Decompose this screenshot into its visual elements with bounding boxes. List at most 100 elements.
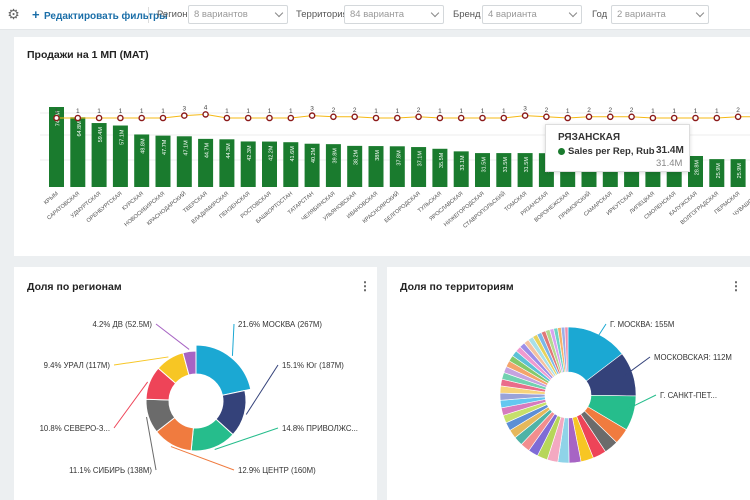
line-value-label: 1 — [268, 108, 272, 115]
line-marker — [479, 114, 486, 122]
line-marker — [607, 113, 614, 121]
bar-value-label: 37.8M — [396, 150, 402, 166]
pie-slice-label: 15.1% Юг (187M) — [282, 361, 344, 370]
filter-label-year: Год — [592, 9, 608, 20]
bar — [134, 134, 150, 187]
pie-slice-label: 14.8% ПРИВОЛЖС... — [282, 424, 358, 433]
bar — [262, 141, 277, 187]
bar-value-label: 41.6M — [290, 146, 296, 162]
bar-value-label: 42.2M — [269, 145, 275, 161]
bar — [70, 117, 86, 187]
bar-value-label: 35.5M — [439, 152, 445, 168]
line-marker — [692, 114, 699, 122]
filter-select-year[interactable]: 2 варианта — [611, 5, 709, 24]
pie-slice — [564, 326, 569, 373]
bar-value-label: 47.1M — [183, 140, 189, 156]
plus-icon: + — [32, 7, 40, 22]
bar-value-label: 31.5M — [482, 157, 488, 173]
pie-slice-label: Г. МОСКВА: 155M — [610, 320, 674, 329]
line-marker — [585, 113, 593, 121]
line-value-label: 1 — [566, 108, 570, 115]
line-marker — [95, 114, 103, 122]
line-marker — [628, 113, 635, 121]
line-value-label: 3 — [523, 106, 527, 113]
bar — [198, 138, 214, 187]
line-marker — [180, 112, 188, 119]
tooltip-secondary-value: 31.4M — [656, 158, 683, 169]
bar-value-label: 39.8M — [332, 148, 338, 164]
bar — [453, 151, 469, 187]
series-line — [56, 113, 750, 119]
toolbar-divider — [148, 7, 149, 23]
bar-value-label: 57.1M — [119, 129, 125, 145]
bar-value-label: 44.7M — [205, 142, 211, 158]
sales-chart-title: Продажи на 1 МП (MAT) — [27, 49, 149, 61]
pie-leader-line — [623, 394, 657, 412]
more-options-icon[interactable]: ⋮ — [730, 279, 742, 293]
line-value-label: 1 — [119, 108, 123, 115]
line-value-label: 2 — [736, 107, 740, 114]
bar-value-label: 31.5M — [503, 157, 509, 173]
line-value-label: 1 — [289, 108, 293, 115]
pie-slice-label: 4.2% ДВ (52.5M) — [93, 320, 153, 329]
bar-value-label: 38M — [375, 150, 381, 161]
bar-value-label: 40.2M — [311, 147, 317, 163]
bar — [496, 153, 512, 187]
pie-slice-label: 9.4% УРАЛ (117M) — [44, 361, 111, 370]
filter-select-brand[interactable]: 4 варианта — [482, 5, 582, 24]
bar — [155, 135, 171, 187]
line-marker — [351, 113, 359, 121]
line-value-label: 2 — [608, 107, 612, 114]
bar-value-label: 59.4M — [98, 127, 104, 143]
filter-value-year: 2 варианта — [617, 9, 666, 20]
line-value-label: 1 — [481, 108, 485, 115]
line-marker — [521, 112, 529, 119]
filter-select-territory[interactable]: 84 варианта — [344, 5, 444, 24]
line-value-label: 2 — [332, 107, 336, 114]
pie-slice — [195, 344, 252, 396]
line-marker — [436, 114, 444, 122]
chart-tooltip: РЯЗАНСКАЯ Sales per Rep, Rub 31.4M — [545, 124, 690, 172]
pie-leader-line — [231, 323, 235, 356]
tooltip-title: РЯЗАНСКАЯ — [558, 132, 621, 143]
line-value-label: 1 — [694, 108, 698, 115]
line-marker — [670, 114, 678, 122]
line-marker — [415, 113, 422, 121]
edit-filters-button[interactable]: + Редактировать фильтры — [32, 7, 168, 23]
line-value-label: 1 — [140, 108, 144, 115]
line-value-label: 1 — [246, 108, 250, 115]
line-value-label: 4 — [204, 104, 208, 111]
line-value-label: 2 — [587, 107, 591, 114]
bar — [283, 142, 299, 187]
pie-leader-line — [113, 381, 149, 429]
filter-select-region[interactable]: 8 вариантов — [188, 5, 288, 24]
line-marker — [564, 114, 572, 122]
line-marker — [117, 114, 124, 122]
bar — [176, 136, 192, 187]
filter-label-territory: Территория — [296, 9, 348, 20]
line-value-label: 2 — [417, 107, 421, 114]
bar — [325, 144, 341, 187]
line-value-label: 1 — [161, 108, 165, 115]
territories-panel-title: Доля по территориям — [400, 281, 514, 293]
gear-icon[interactable]: ⚙ — [7, 6, 20, 22]
line-marker — [372, 114, 380, 122]
line-value-label: 1 — [672, 108, 676, 115]
tooltip-series-marker — [558, 148, 565, 155]
filter-label-brand: Бренд — [453, 9, 481, 20]
line-marker — [330, 113, 337, 121]
bar-value-label: 25.9M — [737, 163, 743, 179]
bar — [688, 155, 703, 187]
filter-value-brand: 4 варианта — [488, 9, 537, 20]
line-marker — [138, 114, 145, 122]
bar — [432, 148, 448, 187]
line-value-label: 1 — [715, 108, 719, 115]
edit-filters-label: Редактировать фильтры — [44, 11, 168, 22]
pie-leader-line — [146, 416, 157, 471]
pie-slice-label: МОСКОВСКАЯ: 112M — [654, 353, 732, 362]
line-value-label: 2 — [630, 107, 634, 114]
bar — [368, 146, 384, 187]
pie-slice — [182, 350, 197, 376]
bar — [347, 145, 363, 187]
more-options-icon[interactable]: ⋮ — [359, 279, 371, 293]
